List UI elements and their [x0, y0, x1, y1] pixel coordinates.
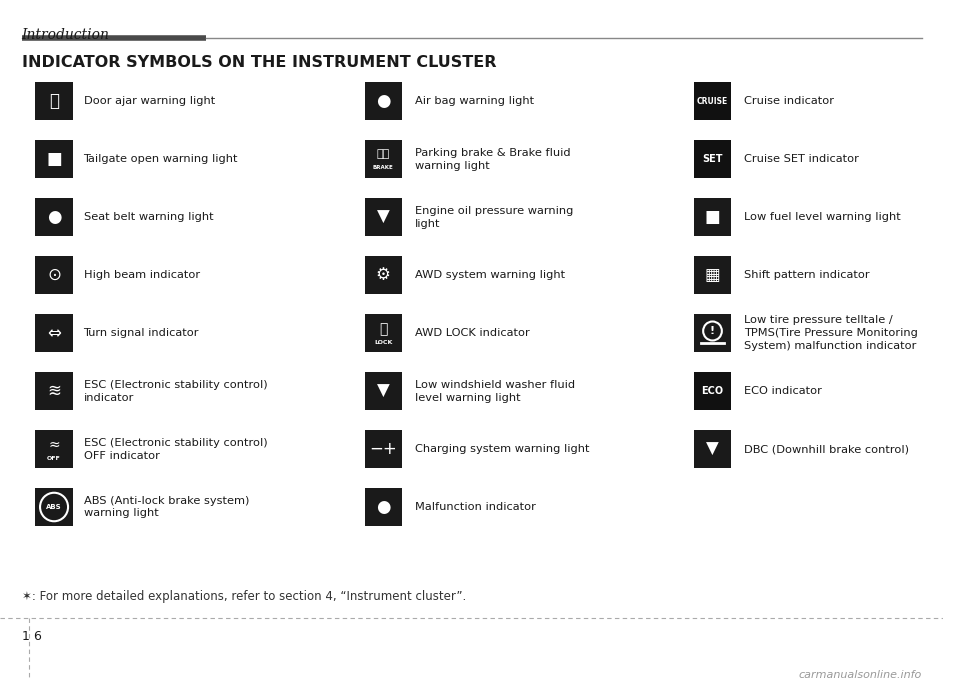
Text: OFF indicator: OFF indicator	[84, 451, 159, 460]
Text: Malfunction indicator: Malfunction indicator	[415, 502, 536, 512]
Text: Cruise SET indicator: Cruise SET indicator	[744, 154, 859, 164]
Text: !: !	[710, 326, 715, 336]
Bar	[694, 198, 732, 236]
Bar	[365, 488, 402, 526]
Text: AWD LOCK indicator: AWD LOCK indicator	[415, 328, 530, 338]
Text: −+: −+	[370, 440, 397, 458]
Bar	[36, 488, 73, 526]
Text: Low tire pressure telltale /: Low tire pressure telltale /	[744, 315, 893, 325]
Text: Door ajar warning light: Door ajar warning light	[84, 96, 215, 106]
Text: Low windshield washer fluid: Low windshield washer fluid	[415, 380, 575, 389]
Text: ESC (Electronic stability control): ESC (Electronic stability control)	[84, 380, 267, 389]
Bar	[694, 372, 732, 410]
Text: Tailgate open warning light: Tailgate open warning light	[84, 154, 238, 164]
Text: level warning light: level warning light	[415, 393, 520, 402]
Bar	[694, 430, 732, 468]
Bar	[36, 140, 73, 178]
Text: Charging system warning light: Charging system warning light	[415, 444, 589, 454]
Text: 1 6: 1 6	[22, 630, 41, 643]
Text: ESC (Electronic stability control): ESC (Electronic stability control)	[84, 438, 267, 447]
Bar	[365, 82, 402, 120]
Text: OFF: OFF	[47, 455, 60, 460]
Bar	[365, 314, 402, 352]
Text: ●: ●	[376, 92, 391, 110]
Text: ▼: ▼	[377, 208, 390, 226]
Text: Air bag warning light: Air bag warning light	[415, 96, 534, 106]
Text: carmanualsonline.info: carmanualsonline.info	[799, 670, 922, 680]
Bar	[365, 430, 402, 468]
Text: ⓅⓅ: ⓅⓅ	[376, 149, 390, 159]
Text: indicator: indicator	[84, 393, 133, 402]
Bar	[365, 372, 402, 410]
Text: ▼: ▼	[707, 440, 719, 458]
Text: SET: SET	[703, 154, 723, 164]
Text: warning light: warning light	[84, 508, 158, 519]
Text: ●: ●	[47, 208, 61, 226]
Text: CRUISE: CRUISE	[697, 96, 728, 105]
Text: AWD system warning light: AWD system warning light	[415, 270, 564, 280]
Bar	[365, 198, 402, 236]
Bar	[36, 256, 73, 294]
Text: ⚙: ⚙	[375, 266, 391, 284]
Text: LOCK: LOCK	[374, 340, 393, 344]
Text: TPMS(Tire Pressure Monitoring: TPMS(Tire Pressure Monitoring	[744, 328, 918, 338]
Text: BRAKE: BRAKE	[372, 165, 394, 169]
Text: warning light: warning light	[415, 161, 490, 170]
Bar	[36, 430, 73, 468]
Bar	[36, 82, 73, 120]
Text: High beam indicator: High beam indicator	[84, 270, 200, 280]
Bar	[694, 140, 732, 178]
Text: ⊙: ⊙	[47, 266, 61, 284]
Bar	[694, 82, 732, 120]
Text: ECO: ECO	[702, 386, 724, 396]
Text: ●: ●	[376, 498, 391, 516]
Text: ⚿: ⚿	[379, 322, 388, 336]
Bar	[694, 314, 732, 352]
Bar	[694, 82, 732, 120]
Bar	[365, 256, 402, 294]
Text: Seat belt warning light: Seat belt warning light	[84, 212, 213, 222]
Text: ▦: ▦	[705, 266, 720, 284]
Bar	[36, 198, 73, 236]
Text: ▼: ▼	[377, 382, 390, 400]
Text: ■: ■	[46, 150, 62, 168]
Text: ABS: ABS	[46, 504, 61, 510]
Text: Engine oil pressure warning: Engine oil pressure warning	[415, 205, 573, 216]
Text: light: light	[415, 218, 441, 229]
Text: ECO indicator: ECO indicator	[744, 386, 822, 396]
Bar	[36, 314, 73, 352]
Text: System) malfunction indicator: System) malfunction indicator	[744, 341, 917, 351]
Text: Introduction: Introduction	[22, 28, 109, 42]
Text: Low fuel level warning light: Low fuel level warning light	[744, 212, 900, 222]
Text: ≈: ≈	[48, 438, 60, 452]
Text: Cruise indicator: Cruise indicator	[744, 96, 834, 106]
Text: ⇔: ⇔	[47, 324, 61, 342]
Text: Parking brake & Brake fluid: Parking brake & Brake fluid	[415, 147, 570, 158]
Bar	[36, 372, 73, 410]
Text: ≋: ≋	[47, 382, 61, 400]
Text: ■: ■	[705, 208, 720, 226]
Text: DBC (Downhill brake control): DBC (Downhill brake control)	[744, 444, 909, 454]
Text: ABS (Anti-lock brake system): ABS (Anti-lock brake system)	[84, 495, 249, 506]
Text: Shift pattern indicator: Shift pattern indicator	[744, 270, 870, 280]
Text: ⎕: ⎕	[49, 92, 60, 110]
Text: Turn signal indicator: Turn signal indicator	[84, 328, 199, 338]
Bar	[694, 256, 732, 294]
Bar	[365, 140, 402, 178]
Text: INDICATOR SYMBOLS ON THE INSTRUMENT CLUSTER: INDICATOR SYMBOLS ON THE INSTRUMENT CLUS…	[22, 55, 496, 70]
Text: ✶: For more detailed explanations, refer to section 4, “Instrument cluster”.: ✶: For more detailed explanations, refer…	[22, 590, 466, 603]
Bar	[694, 372, 732, 410]
Bar	[694, 140, 732, 178]
